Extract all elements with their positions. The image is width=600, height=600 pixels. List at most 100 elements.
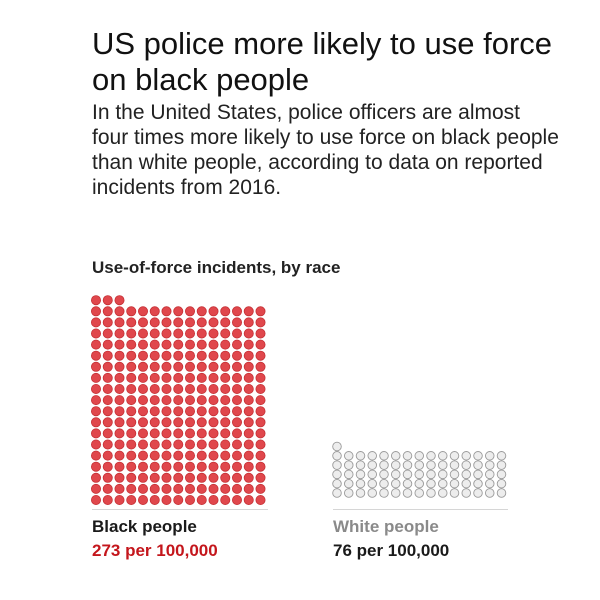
black-dot [102, 483, 113, 494]
black-dot [196, 461, 207, 472]
black-dot [220, 328, 231, 339]
black-dot [173, 406, 184, 417]
black-dot [161, 417, 172, 428]
black-dot [255, 317, 266, 328]
black-dot [91, 339, 102, 350]
black-dot [231, 339, 242, 350]
black-dot [161, 461, 172, 472]
black-dot [243, 483, 254, 494]
black-dot [208, 428, 219, 439]
black-dot [220, 439, 231, 450]
white-dot [461, 451, 472, 461]
black-dot [149, 450, 160, 461]
black-dot [220, 339, 231, 350]
black-dot [231, 439, 242, 450]
white-baseline [333, 509, 508, 510]
black-dot [149, 439, 160, 450]
white-dot [496, 478, 507, 489]
black-dot [220, 361, 231, 372]
white-dot [344, 469, 354, 480]
black-dot [161, 428, 172, 439]
black-dot [114, 483, 125, 494]
white-dot [485, 478, 495, 489]
white-dot [367, 488, 378, 498]
black-dot [91, 461, 102, 472]
black-dot [184, 361, 195, 372]
white-dot [344, 488, 354, 498]
black-dot [114, 328, 125, 339]
black-dot [137, 395, 148, 406]
white-dot [473, 460, 483, 470]
black-dot [208, 306, 219, 317]
black-dot [102, 450, 113, 461]
black-dot [149, 406, 160, 417]
black-dot [161, 350, 172, 361]
black-dot [91, 494, 102, 505]
black-dot [255, 439, 266, 450]
black-dot [126, 372, 137, 383]
black-dot [102, 372, 113, 383]
black-dot [102, 350, 113, 361]
black-dot [102, 306, 113, 317]
black-dot [196, 372, 207, 383]
black-dot [161, 494, 172, 505]
black-dot [243, 328, 254, 339]
black-dot [231, 395, 242, 406]
white-dot [473, 451, 483, 461]
black-dot-group [91, 295, 266, 505]
black-dot [173, 450, 184, 461]
black-dot [126, 395, 137, 406]
black-dot [196, 483, 207, 494]
black-dot [184, 406, 195, 417]
white-dot [391, 488, 401, 498]
black-dot [161, 372, 172, 383]
chart-title: Use-of-force incidents, by race [92, 258, 341, 277]
black-dot [137, 428, 148, 439]
black-dot [173, 417, 184, 428]
black-dot [126, 406, 137, 417]
white-dot [402, 460, 413, 470]
black-dot [173, 472, 184, 483]
black-dot [102, 361, 113, 372]
white-dot [461, 460, 472, 470]
black-dot [184, 439, 195, 450]
black-dot [161, 361, 172, 372]
black-dot [137, 439, 148, 450]
black-dot [91, 417, 102, 428]
white-dot [449, 451, 460, 461]
black-dot [149, 328, 160, 339]
black-series-name: Black people [92, 517, 197, 536]
black-dot [161, 450, 172, 461]
white-dot [379, 469, 389, 480]
black-dot [255, 383, 266, 394]
deck-text: In the United States, police officers ar… [92, 101, 559, 199]
black-dot [126, 328, 137, 339]
white-dot [332, 469, 342, 480]
black-dot [231, 350, 242, 361]
black-dot [91, 295, 102, 306]
black-dot [173, 494, 184, 505]
black-dot [243, 339, 254, 350]
black-dot [220, 395, 231, 406]
black-dot [220, 483, 231, 494]
black-dot [231, 328, 242, 339]
black-dot [149, 361, 160, 372]
black-dot [208, 372, 219, 383]
black-dot [220, 350, 231, 361]
black-dot [114, 295, 125, 306]
black-dot [255, 472, 266, 483]
white-dot [344, 451, 354, 461]
black-dot [196, 306, 207, 317]
black-dot [220, 306, 231, 317]
black-dot [137, 306, 148, 317]
white-dot [332, 460, 342, 470]
white-dot [332, 451, 342, 461]
black-dot [220, 317, 231, 328]
black-dot [91, 350, 102, 361]
black-dot [91, 317, 102, 328]
white-dot [449, 488, 460, 498]
white-dot [473, 469, 483, 480]
black-dot [161, 483, 172, 494]
black-dot [208, 472, 219, 483]
black-dot [126, 461, 137, 472]
